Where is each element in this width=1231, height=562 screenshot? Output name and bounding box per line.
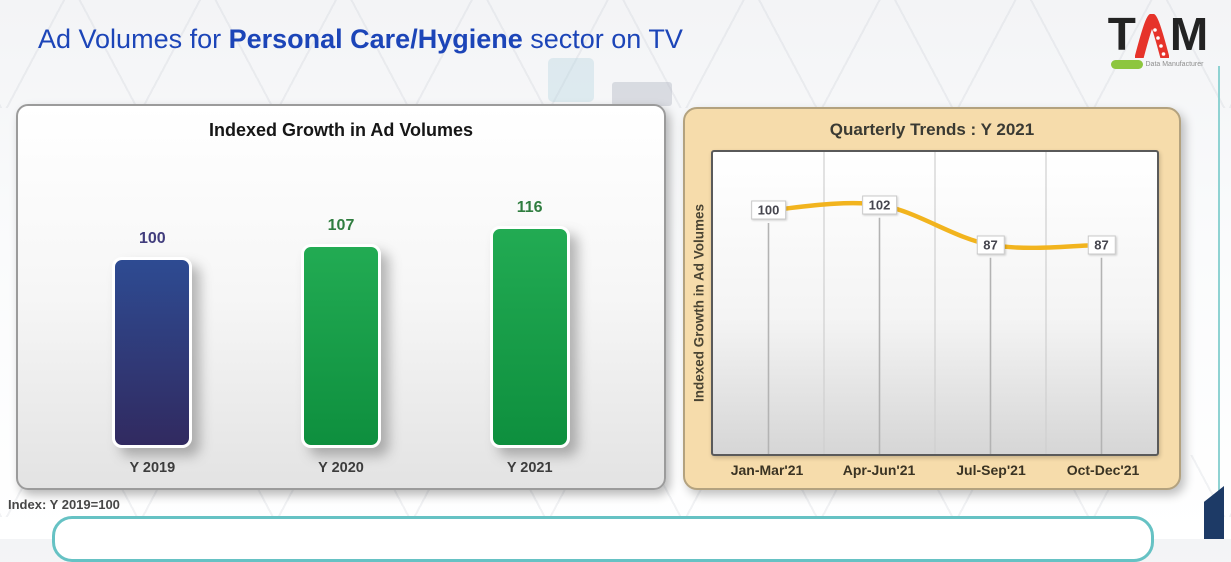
x-tick-label: Jan-Mar'21 — [730, 462, 804, 478]
drop-lines — [767, 217, 1103, 454]
corner-ribbon — [1204, 486, 1224, 539]
next-section-frame — [52, 516, 1154, 562]
bar-chart-title: Indexed Growth in Ad Volumes — [208, 120, 474, 140]
data-point-label: 87 — [1087, 235, 1116, 255]
data-point-label: 100 — [750, 200, 787, 220]
page-title: Ad Volumes for Personal Care/Hygiene sec… — [38, 24, 683, 55]
bar-group-y2019: 100 Y 2019 — [58, 230, 247, 476]
trend-line — [766, 200, 1104, 251]
bar-group-y2021: 116 Y 2021 — [435, 199, 624, 476]
tam-logo-letter-m: M — [1169, 8, 1208, 60]
background-shape — [548, 58, 594, 102]
x-tick-label: Oct-Dec'21 — [1066, 462, 1140, 478]
line-chart-plot: 100 102 87 87 — [711, 150, 1159, 456]
x-tick-label: Jul-Sep'21 — [956, 462, 1026, 478]
bar-y2020 — [300, 244, 381, 448]
bar-category-label: Y 2019 — [129, 460, 176, 476]
tam-logo-letter-t: T — [1107, 8, 1136, 60]
x-tick-label: Apr-Jun'21 — [842, 462, 916, 478]
line-chart-svg — [766, 152, 1104, 454]
tam-logo-a-icon — [1134, 14, 1169, 58]
data-point-label: 102 — [861, 195, 898, 215]
data-point-label: 87 — [976, 235, 1005, 255]
tam-logo-letters: T M — [1098, 6, 1216, 58]
index-note: Index: Y 2019=100 — [8, 497, 120, 512]
bar-chart-panel: Indexed Growth in Ad Volumes 100 Y 2019 … — [16, 104, 666, 490]
bar-y2021 — [489, 226, 570, 448]
tam-logo: T M Data Manufacturer — [1098, 6, 1216, 69]
line-chart-panel: Quarterly Trends : Y 2021 Indexed Growth… — [683, 107, 1181, 490]
bar-group-y2020: 107 Y 2020 — [247, 217, 436, 476]
bar-value-label: 116 — [516, 199, 543, 216]
bar-y2019 — [112, 257, 193, 448]
page-title-sector: Personal Care/Hygiene — [228, 24, 523, 54]
line-chart-title: Quarterly Trends : Y 2021 — [829, 120, 1035, 139]
page-title-suffix: sector on TV — [522, 24, 683, 54]
tam-logo-pill-icon — [1110, 60, 1143, 69]
bar-value-label: 107 — [327, 217, 355, 234]
page-title-prefix: Ad Volumes for — [38, 24, 229, 54]
bar-category-label: Y 2021 — [506, 460, 553, 476]
right-frame-line — [1218, 66, 1220, 539]
background-shape — [612, 82, 672, 106]
bar-value-label: 100 — [138, 230, 166, 247]
bar-category-label: Y 2020 — [318, 460, 364, 476]
tam-logo-tagline-text: Data Manufacturer — [1145, 61, 1204, 68]
line-chart-y-axis-label: Indexed Growth in Ad Volumes — [691, 203, 707, 403]
line-chart-x-axis: Jan-Mar'21 Apr-Jun'21 Jul-Sep'21 Oct-Dec… — [711, 462, 1159, 478]
bar-chart-plot: 100 Y 2019 107 Y 2020 116 Y 2021 — [58, 176, 624, 476]
tam-logo-tagline: Data Manufacturer — [1098, 60, 1216, 69]
